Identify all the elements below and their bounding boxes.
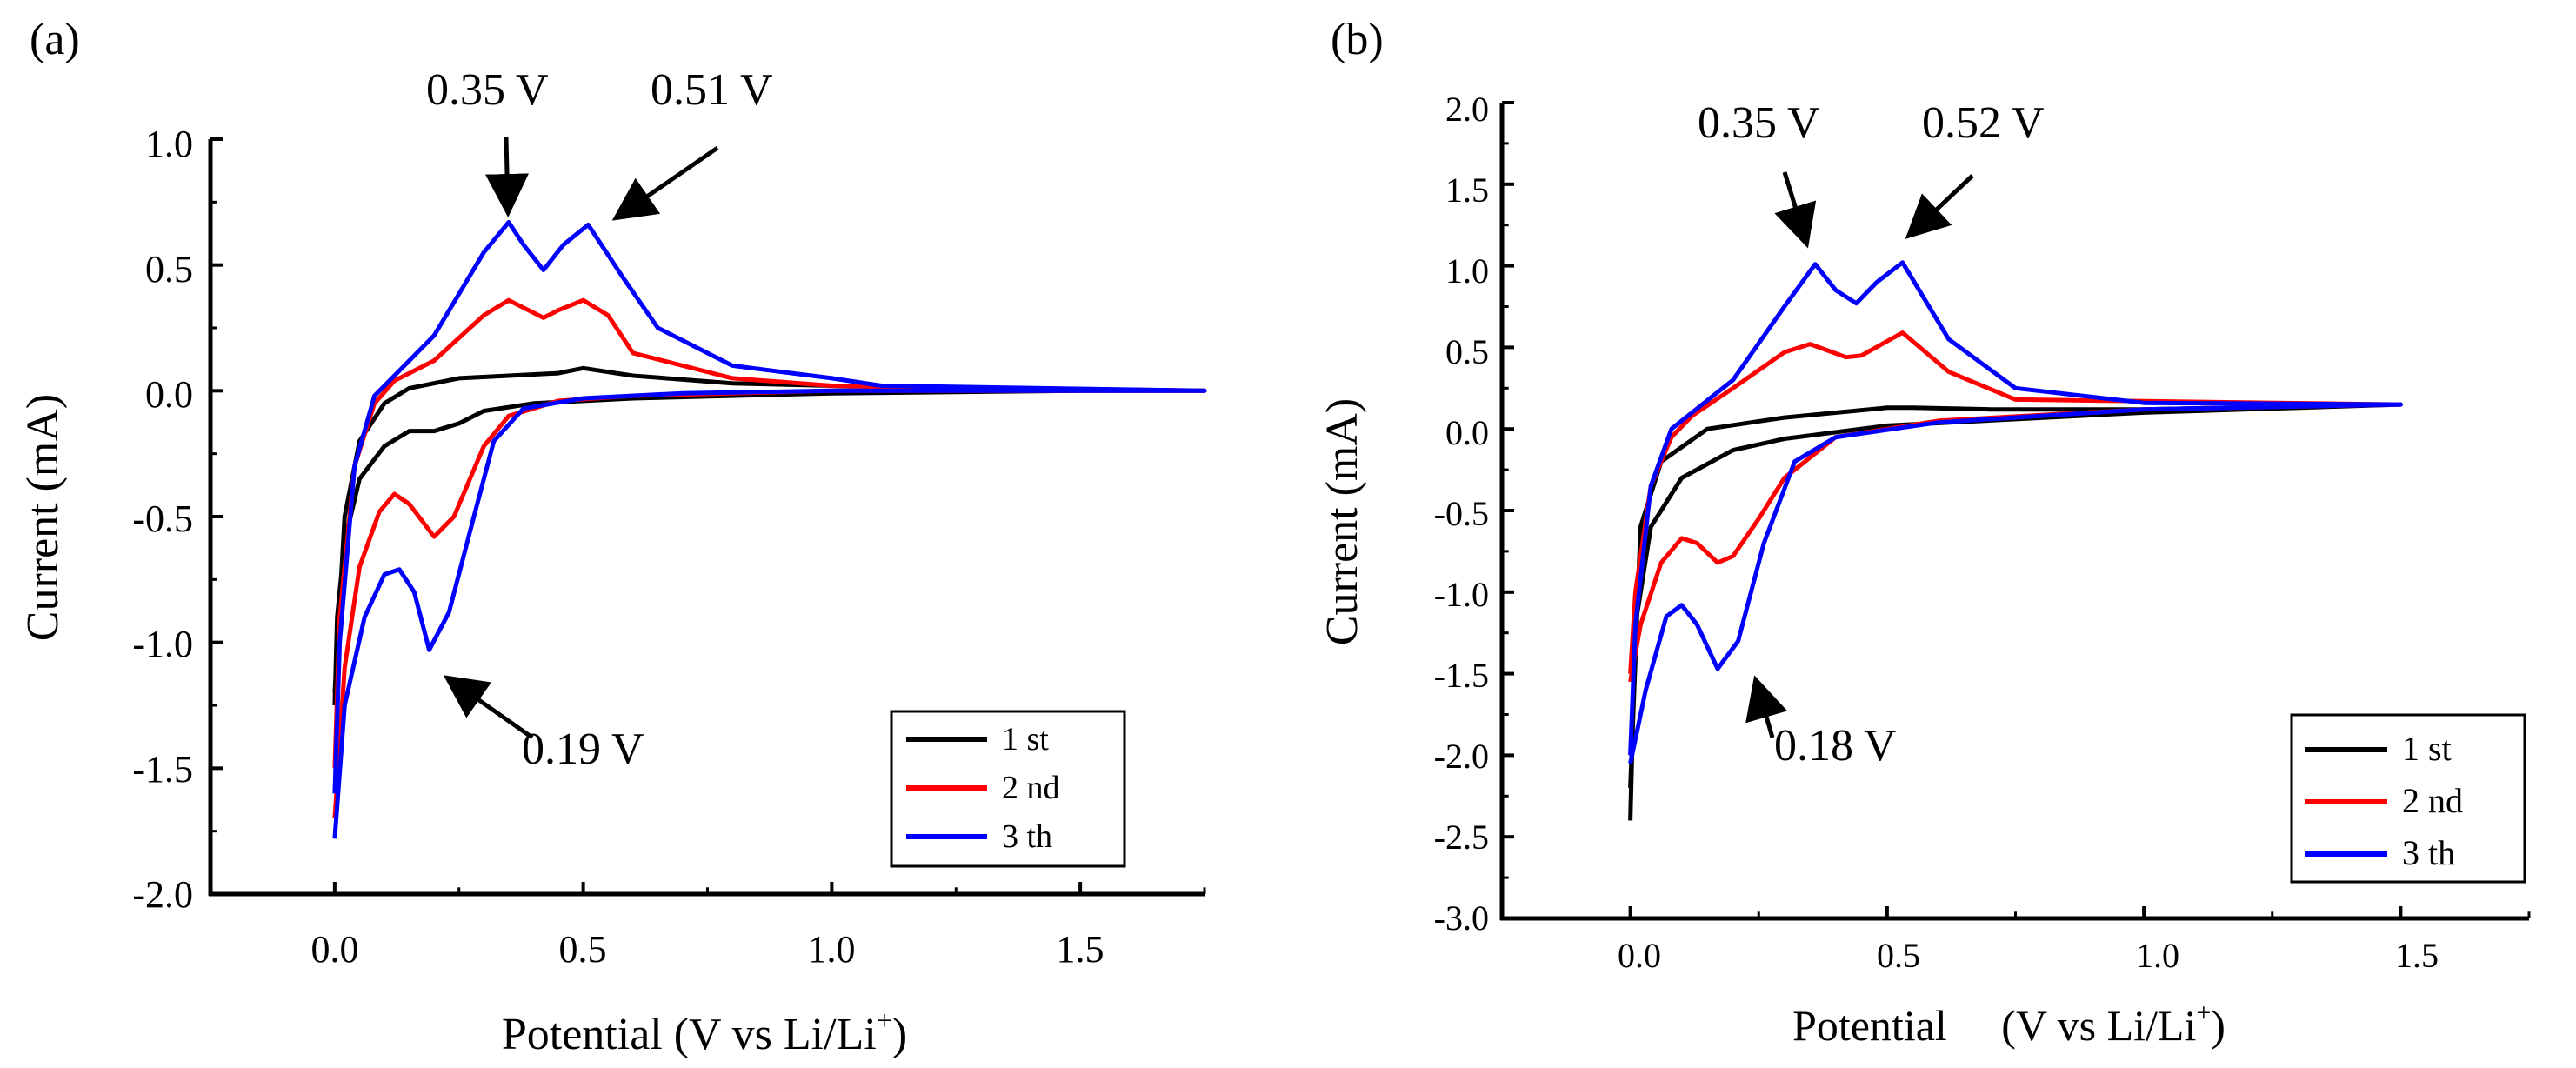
panel-a-x-axis-title-sup: + — [877, 1005, 892, 1036]
panel-b-annotation-1: 0.52 V — [1922, 98, 2045, 148]
panel-b-ytick-label: 0.5 — [1445, 332, 1489, 371]
panel-b-ytick-label: 0.0 — [1445, 413, 1489, 452]
panel-b-ytick-label: -2.5 — [1434, 818, 1489, 857]
panel-b-annotation-arrow-2 — [1745, 675, 1788, 738]
panel-b-annotation-arrow-0 — [1774, 171, 1817, 249]
panel-b-x-axis-title-main: Potential (V vs Li/Li — [1792, 1001, 2196, 1050]
panel-a-legend-label-1st: 1 st — [1002, 721, 1049, 758]
panel-a-annotation-2: 0.19 V — [522, 724, 644, 774]
panel-a-annotation-arrow-0 — [485, 137, 530, 217]
panel-a-ytick-label: -1.0 — [132, 623, 193, 665]
panel-b-legend-label-2nd: 2 nd — [2402, 781, 2463, 820]
panel-b-ytick-label: 2.0 — [1445, 90, 1489, 129]
panel-b-series-3th — [1628, 260, 2403, 764]
panel-b-ytick-label: -2.0 — [1434, 737, 1489, 776]
panel-a-ytick-label: 0.5 — [145, 248, 193, 290]
panel-a-x-axis-title-main: Potential (V vs Li/Li — [502, 1010, 877, 1059]
panel-a-annotation-arrow-2 — [443, 675, 534, 740]
panel-b-series-2nd — [1628, 330, 2403, 683]
panel-b-ytick-label: -0.5 — [1434, 494, 1489, 533]
panel-a-ytick-label: -0.5 — [132, 497, 193, 540]
panel-a-ytick-label: 0.0 — [145, 373, 193, 416]
panel-a-annotation-1: 0.51 V — [651, 65, 773, 115]
panel-b-ytick-label: 1.0 — [1445, 251, 1489, 290]
panel-b-ytick-label: -3.0 — [1434, 898, 1489, 938]
panel-a-series-3th — [332, 220, 1207, 839]
panel-a-ytick-label: -2.0 — [132, 873, 193, 916]
panel-a-xtick-label: 0.5 — [559, 928, 607, 971]
panel-a-legend-label-3th: 3 th — [1002, 818, 1052, 855]
panel-a: (a) -2.0 -1.5 -1.0 -0.5 0.0 0.5 1.0 0.0 … — [18, 15, 1207, 1059]
panel-a-xtick-label: 0.0 — [311, 928, 359, 971]
panel-b-ytick-label: -1.0 — [1434, 575, 1489, 614]
panel-b-annotation-2: 0.18 V — [1774, 721, 1897, 771]
panel-b-label: (b) — [1331, 15, 1384, 64]
panel-b-legend-label-1st: 1 st — [2402, 729, 2452, 768]
panel-a-x-axis-title: Potential (V vs Li/Li+) — [502, 1005, 907, 1059]
panel-a-legend-label-2nd: 2 nd — [1002, 770, 1060, 806]
panel-a-series-1st — [332, 365, 1207, 706]
panel-b-xtick-label: 0.0 — [1618, 936, 1661, 975]
panel-a-annotation-0: 0.35 V — [426, 65, 549, 115]
panel-b-ytick-label: -1.5 — [1434, 656, 1489, 695]
panel-a-xtick-label: 1.0 — [808, 928, 856, 971]
panel-b: (b) -3.0 -2.5 -2.0 -1.5 -1.0 -0.5 0.0 0.… — [1318, 15, 2531, 1050]
panel-b-xtick-label: 0.5 — [1877, 936, 1920, 975]
panel-b-legend-label-3th: 3 th — [2402, 833, 2455, 872]
panel-a-series-2nd — [332, 297, 1207, 819]
panel-b-annotation-0: 0.35 V — [1698, 98, 1820, 148]
panel-a-annotation-arrow-1 — [611, 145, 719, 221]
panel-a-xtick-label: 1.5 — [1057, 928, 1104, 971]
panel-b-x-axis-title-close: ) — [2211, 1001, 2226, 1050]
panel-b-annotation-arrow-1 — [1905, 174, 1974, 239]
panel-a-ytick-label: 1.0 — [145, 123, 193, 165]
panel-a-label: (a) — [30, 15, 80, 64]
panel-a-x-axis-title-close: ) — [892, 1010, 907, 1059]
panel-b-xtick-label: 1.0 — [2136, 936, 2179, 975]
panel-a-y-axis-title: Current (mA) — [18, 394, 68, 641]
panel-b-y-axis-title: Current (mA) — [1318, 398, 1367, 645]
panel-b-x-axis-title-sup: + — [2196, 998, 2211, 1027]
panel-b-x-axis-title: Potential (V vs Li/Li+) — [1792, 998, 2226, 1050]
panel-a-ytick-label: -1.5 — [132, 748, 193, 791]
panel-b-ytick-label: 1.5 — [1445, 170, 1489, 210]
panel-b-xtick-label: 1.5 — [2395, 936, 2439, 975]
